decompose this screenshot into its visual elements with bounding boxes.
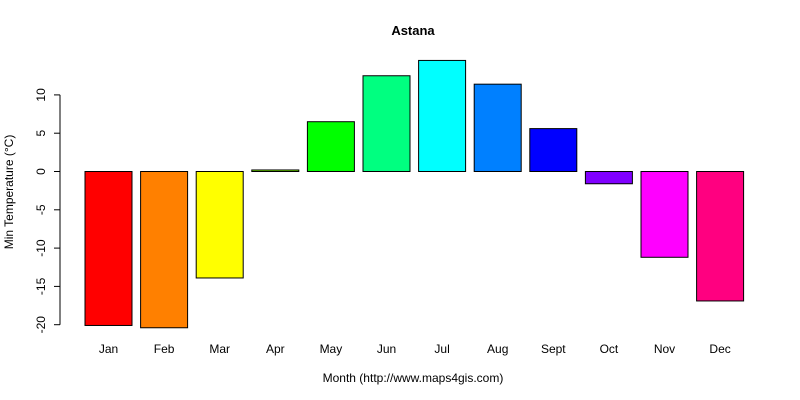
y-tick-label: -15 — [34, 277, 48, 295]
y-tick-label: 0 — [34, 168, 48, 175]
bar-nov — [640, 171, 689, 258]
y-tick-label: 10 — [34, 88, 48, 102]
x-tick-label: Oct — [600, 342, 619, 356]
bar-jul — [418, 59, 467, 172]
bar-jun — [362, 75, 411, 172]
bar-sept — [529, 128, 578, 173]
bar-apr — [251, 169, 300, 173]
bar-aug — [473, 83, 522, 172]
x-tick-label: Feb — [154, 342, 175, 356]
x-tick-label: Mar — [209, 342, 230, 356]
x-tick-label: Jul — [434, 342, 449, 356]
y-tick-label: 5 — [34, 130, 48, 137]
y-axis: -20 -15 -10 -5 0 5 10 — [34, 88, 61, 334]
bar-jan — [84, 171, 133, 326]
x-tick-label: Jan — [99, 342, 118, 356]
x-tick-label: Aug — [487, 342, 508, 356]
bar-mar — [195, 171, 244, 279]
bar-feb — [140, 171, 189, 329]
bars — [84, 59, 745, 329]
y-axis-label: Min Temperature (°C) — [2, 135, 16, 250]
x-tick-label: Apr — [266, 342, 285, 356]
y-tick-label: -20 — [34, 316, 48, 334]
x-tick-label: Dec — [709, 342, 730, 356]
x-tick-label: Sept — [541, 342, 566, 356]
x-tick-label: Nov — [654, 342, 675, 356]
x-tick-label: Jun — [377, 342, 396, 356]
y-tick-label: -10 — [34, 239, 48, 257]
x-tick-labels: Jan Feb Mar Apr May Jun Jul Aug Sept Oct Nov Dec — [99, 342, 731, 356]
bar-may — [306, 121, 355, 172]
x-axis-label: Month (http://www.maps4gis.com) — [323, 371, 504, 385]
bar-dec — [696, 171, 745, 302]
bar-oct — [584, 171, 633, 185]
x-tick-label: May — [320, 342, 343, 356]
chart-title: Astana — [391, 23, 435, 38]
y-tick-label: -5 — [34, 204, 48, 215]
